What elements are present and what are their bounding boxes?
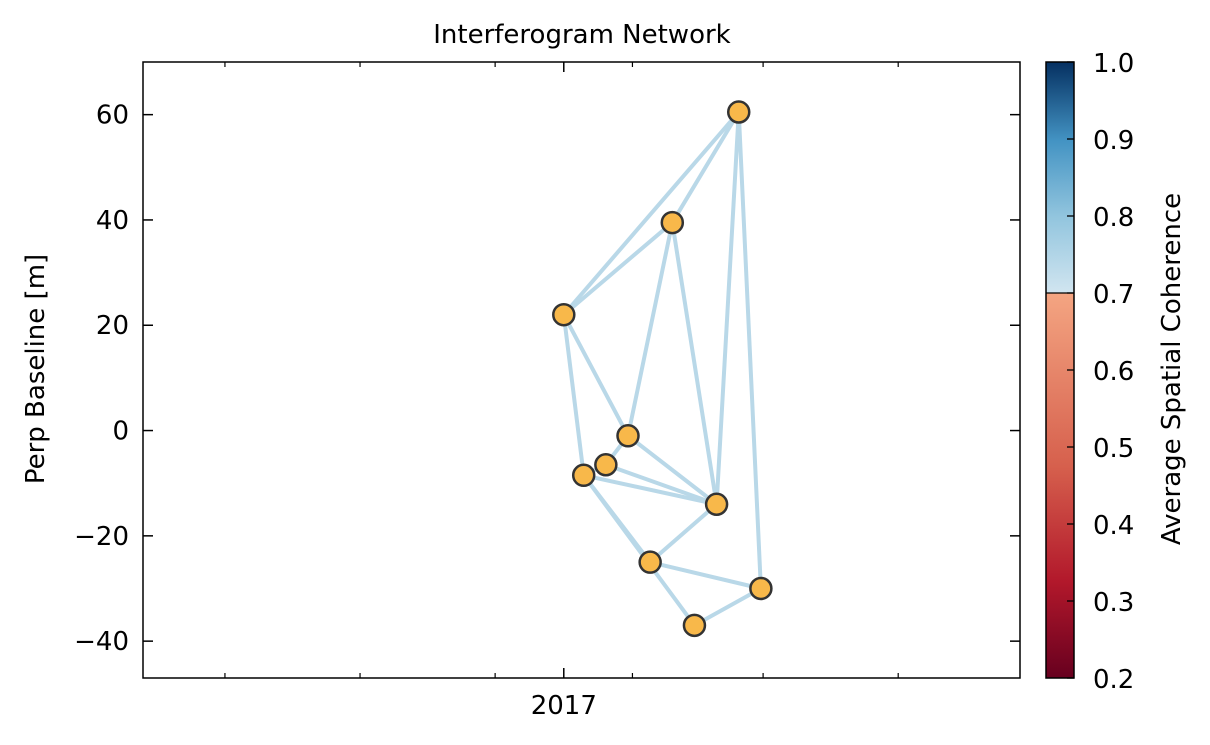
network-edge — [561, 312, 586, 478]
network-node — [704, 492, 729, 517]
network-node — [749, 576, 773, 601]
colorbar-tick-label: 0.4 — [1093, 511, 1134, 541]
y-tick-label: 20 — [96, 311, 129, 341]
network-node — [638, 550, 662, 574]
network-edge — [581, 473, 719, 507]
network-edge — [648, 502, 719, 565]
network-edge — [561, 312, 631, 438]
y-tick-label: −40 — [74, 627, 129, 657]
colorbar-tick-label: 1.0 — [1093, 49, 1134, 79]
colorbar-tick-label: 0.9 — [1093, 126, 1134, 156]
colorbar: 1.0 0.9 0.8 0.7 0.6 0.5 0.4 0.3 0.2 Average Spat… — [1045, 49, 1187, 695]
colorbar-tick-label: 0.5 — [1093, 434, 1134, 464]
network-node — [726, 100, 751, 124]
network-edge — [670, 220, 719, 507]
y-tick-label: −20 — [74, 522, 129, 552]
network-edge — [714, 110, 741, 507]
colorbar-tick-label: 0.7 — [1093, 280, 1134, 310]
colorbar-ticks: 1.0 0.9 0.8 0.7 0.6 0.5 0.4 0.3 0.2 — [1067, 49, 1134, 695]
network-edge — [561, 220, 675, 317]
network-edge — [603, 462, 719, 507]
network-node — [571, 463, 596, 488]
colorbar-label: Average Spatial Coherence — [1157, 193, 1187, 545]
network-edge — [648, 560, 763, 591]
colorbar-tick-label: 0.3 — [1093, 588, 1134, 618]
plot-area: 60 40 20 0 −20 −40 2017 — [74, 61, 1021, 721]
network-edge — [626, 220, 675, 438]
y-tick-label: 0 — [112, 417, 129, 447]
network-node — [682, 613, 707, 638]
network-edge — [670, 110, 741, 225]
network-node — [552, 302, 576, 327]
x-tick-label: 2017 — [531, 691, 597, 721]
network-node — [616, 424, 640, 448]
colorbar-tick-label: 0.6 — [1093, 357, 1134, 387]
network-node — [660, 210, 685, 235]
colorbar-blue-segment — [1046, 62, 1074, 293]
network-edge — [561, 110, 741, 317]
colorbar-red-segment — [1046, 293, 1074, 678]
y-axis-label: Perp Baseline [m] — [21, 254, 51, 484]
network-edge — [626, 433, 719, 507]
colorbar-tick-label: 0.2 — [1093, 665, 1134, 695]
plot-frame — [142, 61, 1021, 679]
network-edge — [581, 473, 697, 628]
colorbar-tick-label: 0.8 — [1093, 203, 1134, 233]
chart-title: Interferogram Network — [433, 20, 730, 50]
network-edge — [692, 586, 763, 628]
network-edge — [736, 110, 763, 591]
network-node — [594, 453, 618, 477]
y-tick-label: 60 — [96, 101, 129, 131]
y-tick-label: 40 — [96, 206, 129, 236]
